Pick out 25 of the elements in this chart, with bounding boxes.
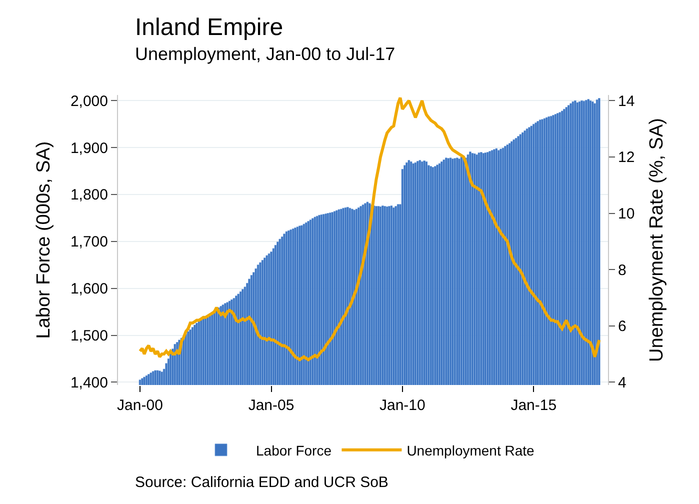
y-tick-label: 1,700 (70, 234, 108, 251)
chart-title: Inland Empire (135, 14, 284, 41)
x-tick-label: Jan-00 (117, 397, 163, 414)
legend-label: Unemployment Rate (406, 442, 535, 458)
y2-tick-label: 14 (618, 92, 635, 110)
y2-axis-title: Unemployment Rate (%, SA) (646, 118, 668, 362)
y-axis-title: Labor Force (000s, SA) (33, 141, 54, 339)
y-tick-label: 2,000 (70, 92, 108, 110)
y2-tick-label: 4 (618, 374, 626, 392)
y2-tick-label: 12 (618, 149, 635, 166)
y-tick-label: 1,400 (70, 374, 108, 392)
y-tick-label: 1,800 (70, 186, 108, 204)
y2-tick-label: 10 (618, 206, 635, 222)
y-tick-label: 1,500 (70, 328, 108, 345)
line-series (138, 96, 601, 362)
y2-tick-label: 8 (618, 262, 626, 279)
x-tick-label: Jan-05 (248, 397, 294, 414)
y-tick-label: 1,900 (70, 140, 108, 157)
x-tick-label: Jan-10 (380, 397, 426, 414)
y-tick-label: 1,600 (70, 280, 108, 298)
x-tick-label: Jan-15 (510, 397, 557, 414)
y2-tick-label: 6 (618, 318, 626, 336)
chart-subtitle: Unemployment, Jan-00 to Jul-17 (135, 44, 396, 64)
legend-label: Labor Force (256, 442, 332, 458)
source-note: Source: California EDD and UCR SoB (135, 474, 388, 491)
